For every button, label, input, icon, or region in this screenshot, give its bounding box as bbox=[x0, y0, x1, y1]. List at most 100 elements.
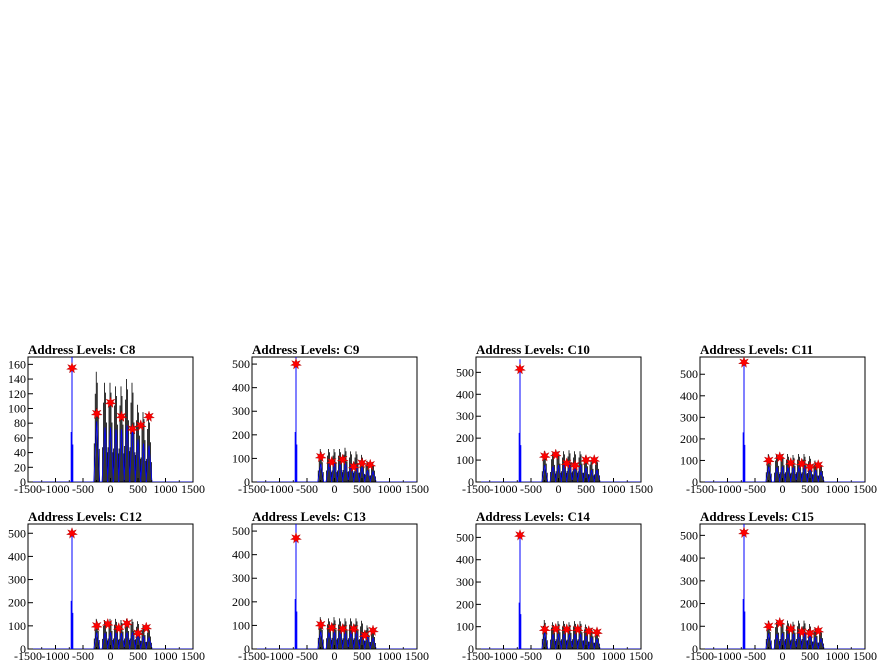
peak-marker-2 bbox=[90, 619, 103, 632]
peak-marker-6 bbox=[355, 456, 369, 469]
peak-marker-1 bbox=[289, 531, 303, 544]
y-tick-label-2: 100 bbox=[680, 619, 698, 633]
peak-marker-7 bbox=[364, 458, 377, 471]
blue-peak bbox=[742, 524, 746, 649]
x-tick-label-1: -1500 bbox=[686, 482, 714, 496]
y-tick-label-2: 100 bbox=[8, 619, 26, 633]
x-tick-label-1: -1500 bbox=[686, 649, 714, 663]
peak-marker-4 bbox=[115, 410, 128, 423]
x-tick-label-7: 1500 bbox=[405, 482, 429, 496]
x-tick-label-6: 1000 bbox=[602, 649, 626, 663]
y-tick-label-1: 0 bbox=[20, 642, 26, 656]
peak-marker-7 bbox=[588, 453, 601, 466]
y-tick-label-4: 60 bbox=[14, 431, 26, 445]
x-tick-label-2: -1000 bbox=[490, 649, 518, 663]
peak-marker-2 bbox=[762, 454, 775, 467]
y-tick-label-5: 400 bbox=[456, 387, 474, 401]
peak-marker-1 bbox=[737, 526, 751, 539]
peak-marker-4 bbox=[336, 453, 349, 466]
y-tick-label-5: 80 bbox=[14, 416, 26, 430]
peak-marker-2 bbox=[762, 620, 775, 632]
x-tick-label-7: 1500 bbox=[181, 649, 205, 663]
peak-marker-6 bbox=[134, 419, 147, 431]
peak-marker-2 bbox=[538, 623, 551, 635]
panel-3: Address Levels: C10 -1500 -1000 -500 0 500 100… bbox=[456, 342, 653, 496]
plot-area bbox=[476, 532, 641, 649]
plot-frame bbox=[475, 356, 642, 483]
y-tick-label-2: 100 bbox=[232, 618, 250, 632]
x-tick-label-1: -1500 bbox=[14, 482, 42, 496]
x-tick-label-1: -1500 bbox=[14, 649, 42, 663]
peak-marker-2 bbox=[314, 618, 327, 631]
panel-title: Address Levels: C10 bbox=[476, 342, 590, 357]
x-tick-label-5: 500 bbox=[353, 482, 371, 496]
y-tick-label-1: 0 bbox=[244, 475, 250, 489]
panel-6: Address Levels: C13 -1500 -1000 -500 0 500 100… bbox=[232, 509, 429, 663]
blue-peak bbox=[70, 357, 74, 482]
peak-marker-6 bbox=[803, 460, 817, 473]
y-tick-label-2: 100 bbox=[232, 451, 250, 465]
peak-marker-4 bbox=[784, 622, 797, 635]
peak-marker-7 bbox=[812, 624, 825, 637]
blue-peak bbox=[294, 357, 298, 482]
peak-marker-6 bbox=[582, 624, 595, 637]
x-tick-label-3: -500 bbox=[744, 482, 766, 496]
peak-marker-4 bbox=[784, 456, 797, 469]
y-tick-label-2: 100 bbox=[456, 620, 474, 634]
blue-trace bbox=[700, 466, 865, 482]
x-tick-label-5: 500 bbox=[577, 649, 595, 663]
x-tick-label-2: -1000 bbox=[42, 649, 70, 663]
y-tick-label-6: 500 bbox=[456, 365, 474, 379]
y-tick-label-5: 400 bbox=[680, 551, 698, 565]
peak-marker-1 bbox=[65, 527, 79, 539]
x-tick-label-7: 1500 bbox=[853, 482, 877, 496]
peak-marker-3 bbox=[773, 451, 786, 463]
y-tick-label-3: 200 bbox=[232, 595, 250, 609]
peak-marker-7 bbox=[366, 624, 380, 637]
peak-marker-1 bbox=[513, 528, 527, 541]
y-tick-label-7: 120 bbox=[8, 387, 26, 401]
x-tick-label-5: 500 bbox=[129, 482, 147, 496]
y-tick-label-6: 500 bbox=[8, 526, 26, 540]
x-tick-label-6: 1000 bbox=[602, 482, 626, 496]
x-tick-label-3: -500 bbox=[296, 649, 318, 663]
peak-marker-1 bbox=[289, 357, 303, 370]
peak-marker-3 bbox=[773, 616, 786, 629]
x-tick-label-6: 1000 bbox=[154, 649, 178, 663]
y-tick-label-6: 500 bbox=[232, 524, 250, 538]
x-tick-label-4: 0 bbox=[332, 482, 338, 496]
y-tick-label-1: 0 bbox=[468, 475, 474, 489]
y-tick-label-6: 100 bbox=[8, 401, 26, 415]
y-tick-label-4: 300 bbox=[232, 404, 250, 418]
y-tick-label-3: 200 bbox=[456, 431, 474, 445]
x-tick-label-6: 1000 bbox=[826, 482, 850, 496]
y-tick-label-2: 100 bbox=[680, 453, 698, 467]
panel-title: Address Levels: C8 bbox=[28, 342, 136, 357]
panel-title: Address Levels: C15 bbox=[700, 509, 814, 524]
peak-marker-3 bbox=[549, 448, 562, 461]
x-tick-label-7: 1500 bbox=[629, 649, 653, 663]
x-tick-label-2: -1000 bbox=[714, 649, 742, 663]
x-tick-label-6: 1000 bbox=[154, 482, 178, 496]
panel-title: Address Levels: C11 bbox=[700, 342, 813, 357]
x-tick-label-3: -500 bbox=[72, 482, 94, 496]
y-tick-label-5: 400 bbox=[680, 389, 698, 403]
x-tick-label-5: 500 bbox=[577, 482, 595, 496]
y-tick-label-3: 200 bbox=[680, 432, 698, 446]
y-tick-label-4: 300 bbox=[680, 410, 698, 424]
peak-marker-5 bbox=[568, 459, 582, 472]
y-tick-label-5: 400 bbox=[456, 553, 474, 567]
y-tick-label-3: 200 bbox=[232, 428, 250, 442]
x-tick-label-5: 500 bbox=[801, 482, 819, 496]
y-tick-label-6: 500 bbox=[680, 367, 698, 381]
plot-frame bbox=[251, 523, 418, 650]
x-tick-label-3: -500 bbox=[744, 649, 766, 663]
peak-marker-2 bbox=[314, 450, 327, 463]
plot-area bbox=[700, 358, 865, 482]
peak-marker-5 bbox=[795, 625, 808, 638]
panel-7: Address Levels: C14 -1500 -1000 -500 0 500 100… bbox=[456, 509, 653, 663]
y-tick-label-4: 300 bbox=[456, 575, 474, 589]
y-tick-label-3: 200 bbox=[8, 596, 26, 610]
blue-trace bbox=[476, 464, 641, 482]
